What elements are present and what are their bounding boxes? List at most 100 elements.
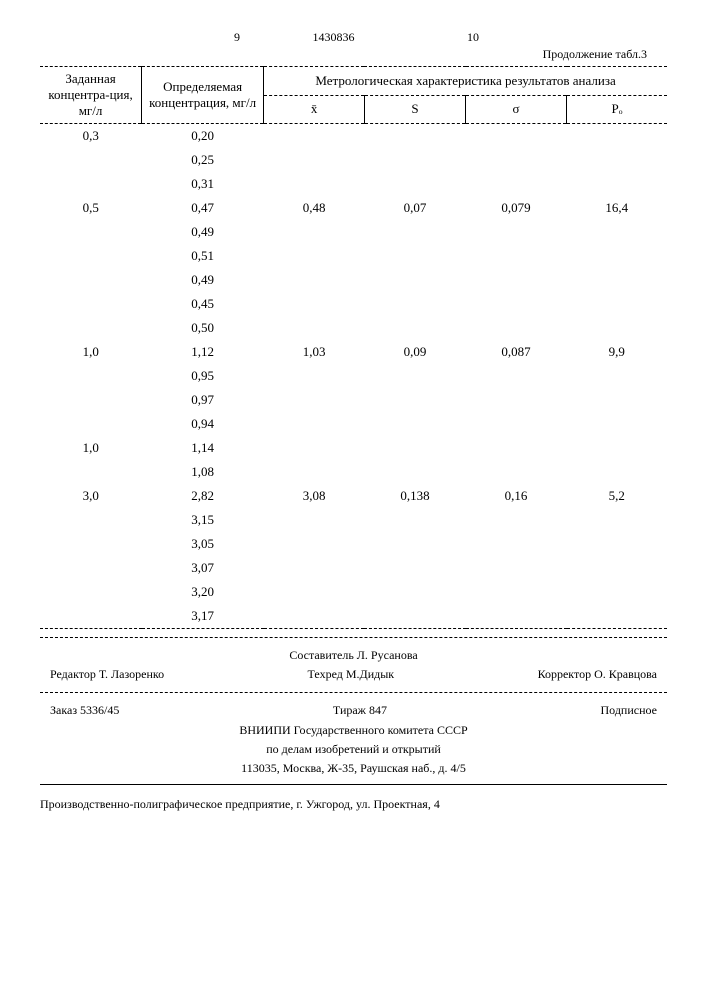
header-determined-conc: Определяемая концентрация, мг/л [142,67,264,124]
table-cell: 9,9 [567,340,667,364]
table-cell: 0,48 [264,196,365,220]
table-cell: 3,17 [142,604,264,629]
table-cell [264,268,365,292]
table-row: 3,07 [40,556,667,580]
header-s: S [364,95,465,124]
table-row: 0,31 [40,172,667,196]
table-row: 0,97 [40,388,667,412]
table-cell [567,604,667,629]
table-cell [567,460,667,484]
table-cell [364,124,465,149]
table-row: 3,17 [40,604,667,629]
table-cell [466,268,567,292]
compiler: Составитель Л. Русанова [40,646,667,665]
table-row: 0,50 [40,316,667,340]
table-cell [40,364,142,388]
table-cell [567,436,667,460]
table-cell: 0,138 [364,484,465,508]
table-cell: 2,82 [142,484,264,508]
table-cell [40,412,142,436]
header-xbar: x̄ [264,95,365,124]
table-cell: 0,20 [142,124,264,149]
table-cell [264,292,365,316]
table-cell [264,556,365,580]
table-cell [567,172,667,196]
table-row: 3,02,823,080,1380,165,2 [40,484,667,508]
table-cell [364,292,465,316]
techred: Техред М.Дидык [308,665,395,684]
table-cell [466,244,567,268]
table-cell: 1,14 [142,436,264,460]
table-cell [40,556,142,580]
table-cell: 0,5 [40,196,142,220]
table-cell [264,460,365,484]
table-cell: 0,16 [466,484,567,508]
table-cell [364,244,465,268]
footer-text: Производственно-полиграфическое предприя… [40,791,667,812]
table-cell [364,460,465,484]
table-cell [466,508,567,532]
table-cell: 0,07 [364,196,465,220]
editor: Редактор Т. Лазоренко [50,665,164,684]
table-cell [567,388,667,412]
table-cell [567,508,667,532]
table-cell: 1,12 [142,340,264,364]
table-cell: 0,079 [466,196,567,220]
table-cell [466,556,567,580]
table-cell [364,172,465,196]
table-cell [40,604,142,629]
order: Заказ 5336/45 [50,701,119,720]
table-cell [40,532,142,556]
table-cell [466,604,567,629]
table-cell [466,124,567,149]
table-cell [364,604,465,629]
table-cell: 0,97 [142,388,264,412]
table-cell: 0,3 [40,124,142,149]
table-cell [567,268,667,292]
table-cell [466,460,567,484]
table-cell: 0,09 [364,340,465,364]
table-row: 3,05 [40,532,667,556]
table-cell [567,316,667,340]
table-cell [40,148,142,172]
table-cell: 3,20 [142,580,264,604]
org-line1: ВНИИПИ Государственного комитета СССР [40,721,667,740]
table-cell: 0,94 [142,412,264,436]
org-line2: по делам изобретений и открытий [40,740,667,759]
table-cell [264,508,365,532]
table-cell: 0,50 [142,316,264,340]
table-row: 0,49 [40,268,667,292]
org-address: 113035, Москва, Ж-35, Раушская наб., д. … [40,759,667,778]
table-cell: 0,51 [142,244,264,268]
table-row: 0,50,470,480,070,07916,4 [40,196,667,220]
page-header: 9 1430836 10 [40,30,667,45]
table-cell [40,244,142,268]
header-metrology: Метрологическая характеристика результат… [264,67,667,96]
table-row: 1,01,121,030,090,0879,9 [40,340,667,364]
table-cell [466,364,567,388]
table-cell [466,580,567,604]
table-cell [364,436,465,460]
table-cell [40,460,142,484]
table-cell [264,532,365,556]
table-cell [364,388,465,412]
table-cell: 0,49 [142,220,264,244]
table-cell [364,532,465,556]
table-cell [466,148,567,172]
table-cell [567,412,667,436]
table-cell [567,532,667,556]
table-cell [40,388,142,412]
table-cell [264,124,365,149]
table-cell [466,388,567,412]
table-row: 0,51 [40,244,667,268]
divider [40,637,667,638]
table-cell [466,292,567,316]
table-row: 3,15 [40,508,667,532]
table-cell [364,316,465,340]
table-cell: 3,15 [142,508,264,532]
table-cell [264,172,365,196]
page-num-left: 9 [40,30,240,45]
table-cell [264,316,365,340]
header-sigma: σ [466,95,567,124]
table-row: 0,25 [40,148,667,172]
